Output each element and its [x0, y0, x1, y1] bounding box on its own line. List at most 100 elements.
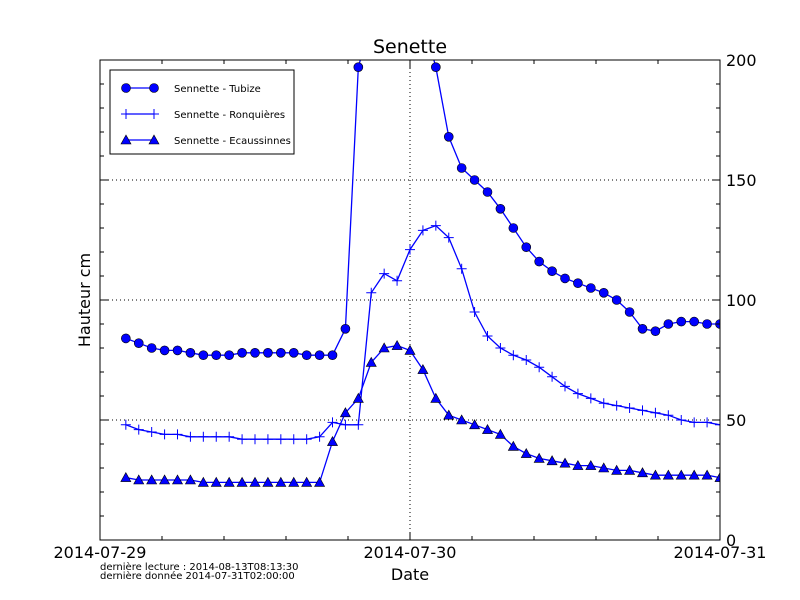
data-point	[469, 175, 480, 185]
data-point	[702, 319, 712, 329]
data-point	[585, 393, 596, 404]
y-tick-label: 200	[726, 51, 757, 70]
data-point	[378, 342, 390, 353]
data-point	[237, 434, 248, 445]
data-point	[573, 278, 583, 289]
data-point	[624, 403, 635, 413]
y-tick-label: 50	[726, 411, 746, 430]
data-point	[560, 381, 570, 392]
x-tick-label: 2014-07-31	[674, 543, 767, 562]
y-tick-label: 150	[726, 171, 757, 190]
data-point	[250, 347, 260, 358]
data-point	[352, 392, 364, 403]
data-point	[649, 469, 661, 480]
data-point	[675, 469, 687, 480]
data-point	[223, 476, 235, 487]
data-point	[327, 417, 338, 428]
data-point	[184, 474, 196, 485]
x-tick-label: 2014-07-30	[364, 543, 457, 562]
data-point	[715, 419, 720, 430]
data-point	[495, 204, 506, 214]
plot-series	[120, 60, 720, 487]
data-point	[149, 83, 159, 93]
data-point	[405, 244, 415, 255]
data-point	[250, 434, 260, 445]
data-point	[339, 407, 351, 418]
data-point	[171, 474, 184, 485]
data-point	[301, 434, 312, 445]
data-point	[276, 347, 286, 358]
data-point	[327, 350, 338, 361]
data-point	[676, 316, 687, 327]
data-point	[211, 431, 222, 442]
data-point	[146, 427, 157, 437]
data-point	[120, 471, 132, 482]
data-point	[520, 447, 532, 458]
data-point	[236, 476, 248, 487]
legend: Sennette - Tubize Sennette - Ronquières Se…	[109, 69, 295, 155]
data-point	[560, 273, 570, 284]
data-point	[482, 187, 493, 197]
data-point	[663, 410, 674, 421]
data-point	[133, 338, 144, 349]
data-point	[210, 476, 222, 487]
data-point	[547, 266, 557, 277]
data-point	[159, 345, 170, 356]
data-point	[198, 350, 209, 361]
last-data-text: dernière donnée 2014-07-31T02:00:00	[100, 570, 295, 582]
data-point	[340, 323, 351, 334]
data-point	[146, 474, 158, 485]
data-point	[572, 388, 583, 399]
data-point	[262, 476, 274, 487]
data-point	[340, 419, 351, 430]
last-read-text: dernière lecture : 2014-08-13T08:13:30	[100, 561, 299, 573]
legend-label: Sennette - Tubize	[174, 84, 261, 95]
data-point	[456, 163, 467, 173]
y-tick-label: 100	[726, 291, 757, 310]
data-point	[224, 431, 235, 442]
data-point	[159, 429, 170, 440]
data-point	[443, 232, 454, 243]
data-point	[572, 459, 584, 470]
data-point	[443, 132, 454, 142]
data-point	[353, 419, 364, 430]
data-point	[521, 242, 532, 252]
data-point	[146, 343, 157, 353]
data-point	[314, 476, 326, 487]
data-point	[469, 419, 481, 430]
data-point	[262, 434, 273, 445]
data-point	[185, 347, 196, 358]
data-point	[301, 476, 313, 487]
data-point	[688, 469, 700, 480]
data-point	[198, 431, 209, 442]
data-point	[404, 344, 416, 355]
data-point	[547, 371, 558, 382]
data-point	[443, 409, 455, 420]
series-1	[120, 220, 720, 445]
data-point	[521, 355, 532, 365]
data-point	[689, 316, 699, 327]
data-point	[546, 455, 558, 466]
data-point	[662, 469, 674, 480]
x-tick-label: 2014-07-29	[54, 543, 147, 562]
data-point	[172, 429, 183, 440]
data-point	[495, 343, 506, 353]
data-point	[585, 459, 597, 470]
y-tick-label: 0	[726, 531, 736, 550]
data-point	[314, 350, 325, 361]
data-point	[636, 467, 649, 478]
data-point	[624, 307, 635, 317]
data-point	[249, 476, 261, 487]
data-point	[314, 431, 325, 442]
data-point	[288, 434, 299, 445]
data-point	[494, 428, 506, 439]
data-point	[288, 347, 299, 358]
data-point	[366, 287, 377, 298]
data-point	[456, 263, 467, 274]
data-point	[508, 350, 519, 361]
data-point	[391, 339, 403, 350]
data-point	[507, 440, 519, 451]
data-point	[533, 452, 545, 463]
ticks: 0 50 100 150 200 2014-07-29 2014-07-30 2014-07-…	[54, 51, 767, 562]
